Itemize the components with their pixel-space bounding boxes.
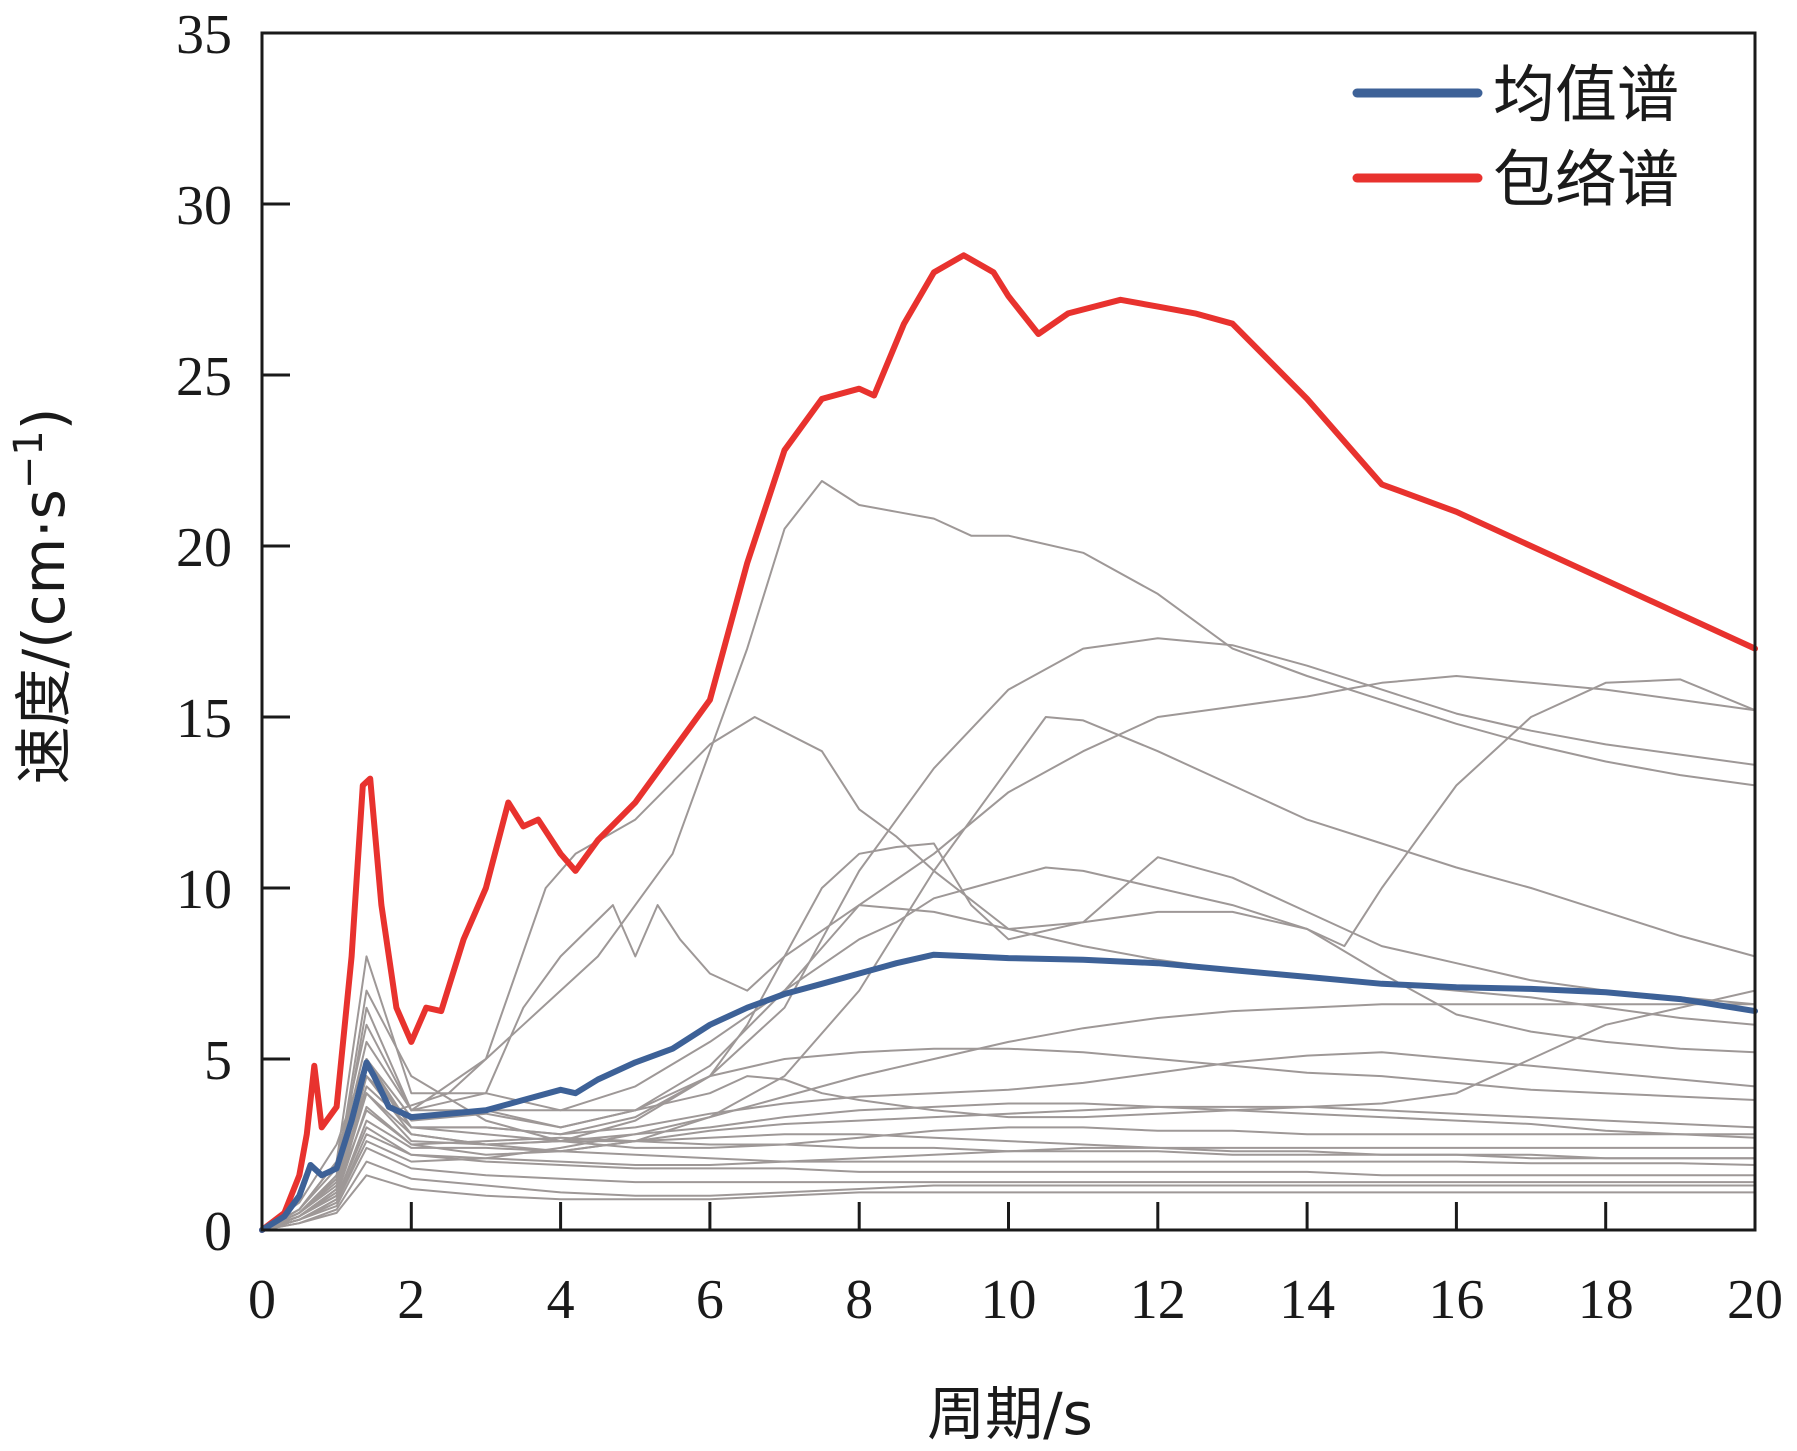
x-tick-label: 0: [248, 1269, 276, 1331]
envelope-spectrum-line: [259, 252, 1758, 1233]
y-tick-label: 0: [204, 1201, 232, 1263]
y-tick-label: 25: [176, 346, 232, 408]
x-tick-label: 10: [981, 1269, 1037, 1331]
spectrum-line-21: [261, 1126, 1755, 1231]
spectrum-line-3: [261, 637, 1756, 1231]
spectrum-line-20: [261, 1064, 1755, 1231]
spectrum-line-16: [261, 1133, 1755, 1231]
spectrum-line-17: [261, 1146, 1755, 1231]
spectrum-line-13: [261, 1092, 1756, 1231]
legend-label-envelope: 包络谱: [1493, 143, 1679, 216]
spectrum-line-4: [261, 716, 1756, 1231]
spectrum-line-11: [261, 1051, 1756, 1231]
x-tick-label: 16: [1428, 1269, 1484, 1331]
x-tick-label: 2: [397, 1269, 425, 1331]
spectrum-line-10: [261, 1006, 1756, 1231]
y-tick-label: 35: [176, 4, 232, 66]
mean-spectrum-line: [259, 951, 1758, 1233]
spectrum-line-2: [261, 716, 1756, 1231]
individual-spectra-group: [261, 480, 1756, 1231]
x-tick-label: 12: [1130, 1269, 1186, 1331]
y-tick-label: 20: [176, 517, 232, 579]
spectrum-line-1: [261, 480, 1756, 1231]
x-tick-label: 20: [1727, 1269, 1783, 1331]
legend: 均值谱 包络谱: [1352, 58, 1679, 216]
x-tick-label: 18: [1578, 1269, 1634, 1331]
main-series-group: [259, 252, 1758, 1233]
y-tick-label: 30: [176, 175, 232, 237]
spectrum-line-12: [261, 1075, 1756, 1231]
spectrum-line-19: [261, 1174, 1755, 1231]
x-tick-label: 4: [547, 1269, 575, 1331]
x-tick-label: 6: [696, 1269, 724, 1331]
spectrum-line-15: [261, 1119, 1756, 1231]
y-axis-title-main: 速度/(cm·s: [10, 489, 78, 784]
y-tick-label: 10: [176, 859, 232, 921]
spectrum-line-22: [261, 989, 1755, 1231]
spectrum-line-18: [261, 1160, 1755, 1231]
x-axis-title: 周期/s: [927, 1380, 1093, 1448]
x-axis: 0 2 4 6 8 10 12 14 16 18 20: [248, 1202, 1783, 1331]
x-tick-label: 8: [845, 1269, 873, 1331]
y-axis-title: 速度/(cm·s−1): [6, 408, 78, 785]
y-axis-title-close: ): [10, 408, 78, 431]
y-axis: 0 5 10 15 20 25 30 35: [176, 4, 290, 1263]
x-tick-label: 14: [1279, 1269, 1335, 1331]
legend-label-mean: 均值谱: [1493, 58, 1679, 131]
y-tick-label: 15: [176, 688, 232, 750]
spectrum-line-14: [261, 1105, 1755, 1231]
y-axis-title-superscript: −1: [6, 430, 52, 489]
spectrum-line-23: [261, 1003, 1755, 1231]
y-tick-label: 5: [204, 1030, 232, 1092]
